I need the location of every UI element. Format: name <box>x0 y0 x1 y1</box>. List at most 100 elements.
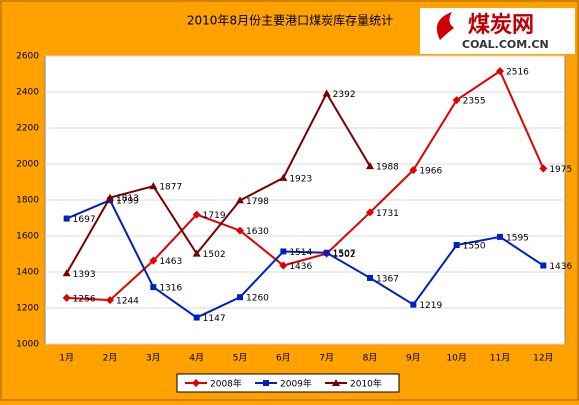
x-tick-label: 12月 <box>533 353 553 364</box>
data-label: 2392 <box>333 90 356 100</box>
marker <box>496 67 504 76</box>
x-tick-label: 4月 <box>189 353 204 364</box>
series-line <box>66 69 545 302</box>
marker <box>279 261 288 270</box>
marker <box>106 296 114 305</box>
legend-label: 2008年 <box>210 378 242 390</box>
marker <box>453 242 460 248</box>
data-label: 1393 <box>73 270 96 280</box>
marker <box>106 193 114 201</box>
data-label: 1316 <box>159 284 182 294</box>
legend-label: 2010年 <box>350 378 382 390</box>
data-label: 1719 <box>203 211 226 221</box>
data-label: 1502 <box>203 250 226 260</box>
data-label: 1219 <box>419 301 442 311</box>
marker <box>322 89 331 97</box>
y-tick-label: 1800 <box>16 196 39 206</box>
data-label: 1630 <box>246 227 269 237</box>
series-line <box>65 91 371 274</box>
data-label: 1595 <box>506 233 529 243</box>
data-label: 1877 <box>159 183 182 193</box>
marker <box>62 269 71 277</box>
x-tick-label: 2月 <box>103 353 118 364</box>
y-tick-label: 2400 <box>16 88 39 98</box>
data-label: 1798 <box>246 197 269 207</box>
data-label: 1436 <box>289 262 312 272</box>
marker <box>237 294 243 301</box>
legend-label: 2009年 <box>280 378 312 390</box>
x-tick-label: 1月 <box>59 353 74 364</box>
data-label: 1502 <box>333 250 356 260</box>
x-tick-label: 5月 <box>233 353 248 364</box>
x-tick-label: 6月 <box>276 353 291 364</box>
logo: 煤炭网 COAL.COM.CN <box>420 8 575 54</box>
marker <box>192 379 200 387</box>
marker <box>367 274 373 281</box>
data-label: 1147 <box>203 314 226 324</box>
x-tick-label: 3月 <box>146 353 161 364</box>
data-label: 1514 <box>289 248 312 258</box>
marker <box>452 96 461 105</box>
y-tick-label: 1600 <box>16 232 39 242</box>
data-label: 1550 <box>463 242 486 252</box>
marker <box>263 380 269 386</box>
legend: 2008年 2009年 2010年 <box>176 373 400 393</box>
data-label: 1731 <box>376 209 399 219</box>
data-label: 2355 <box>463 97 486 107</box>
y-tick-label: 2200 <box>16 124 39 134</box>
marker <box>540 262 547 269</box>
marker <box>332 379 340 386</box>
data-label: 2516 <box>506 68 529 78</box>
data-label: 1256 <box>73 294 96 304</box>
y-tick-label: 1200 <box>16 304 39 314</box>
data-label: 1244 <box>116 297 139 307</box>
marker <box>279 173 288 181</box>
marker <box>63 215 70 222</box>
data-label: 1799 <box>116 197 139 207</box>
x-tick-label: 9月 <box>406 353 421 364</box>
marker <box>149 182 158 190</box>
logo-name: 煤炭网 <box>468 12 534 38</box>
marker <box>149 256 158 265</box>
logo-icon <box>436 12 454 40</box>
data-label: 1697 <box>73 215 96 225</box>
marker <box>150 284 157 291</box>
x-tick-label: 8月 <box>363 353 378 364</box>
series-line <box>66 198 544 319</box>
marker <box>410 301 417 308</box>
chart-title: 2010年8月份主要港口煤炭库存量统计 <box>187 13 393 28</box>
marker <box>323 249 330 256</box>
x-tick-label: 10月 <box>446 353 466 364</box>
data-label: 1436 <box>549 262 572 272</box>
marker <box>280 248 287 255</box>
data-label: 1975 <box>549 165 572 175</box>
marker <box>62 293 71 302</box>
legend-box <box>176 373 400 393</box>
data-label: 1966 <box>419 167 442 177</box>
marker <box>236 226 244 235</box>
data-label: 1923 <box>289 174 312 184</box>
marker <box>236 196 244 204</box>
marker <box>539 164 548 173</box>
data-label: 1463 <box>159 257 182 267</box>
y-tick-label: 1000 <box>16 340 39 350</box>
data-label: 1988 <box>376 163 399 173</box>
data-label: 1260 <box>246 294 269 304</box>
marker <box>497 233 503 240</box>
marker <box>192 210 201 219</box>
data-label: 1507 <box>333 249 356 259</box>
data-label: 1813 <box>116 194 139 204</box>
x-tick-label: 7月 <box>319 353 334 364</box>
marker <box>192 249 201 257</box>
data-label: 1367 <box>376 274 399 284</box>
marker <box>366 208 374 217</box>
y-tick-label: 2600 <box>16 52 39 62</box>
x-tick-label: 11月 <box>490 353 510 364</box>
y-tick-label: 2000 <box>16 160 39 170</box>
y-tick-label: 1400 <box>16 268 39 278</box>
marker <box>366 162 374 170</box>
marker <box>409 166 418 175</box>
marker <box>193 314 200 321</box>
